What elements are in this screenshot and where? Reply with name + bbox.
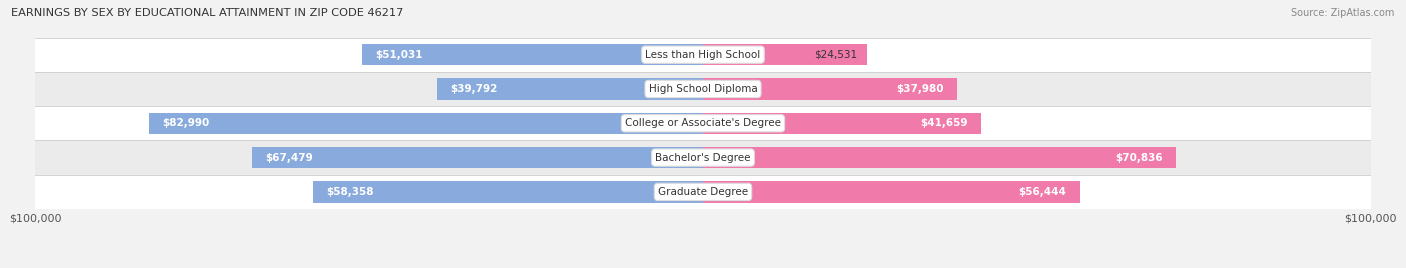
Bar (35, 175, 1371, 209)
Bar (35, 72, 1371, 106)
Bar (703, 181, 1080, 203)
Bar (252, 147, 703, 168)
Bar (35, 140, 1371, 175)
Bar (35, 106, 1371, 140)
Text: $41,659: $41,659 (921, 118, 967, 128)
Bar (703, 44, 868, 65)
Text: Less than High School: Less than High School (645, 50, 761, 60)
Text: $82,990: $82,990 (162, 118, 209, 128)
Text: $24,531: $24,531 (814, 50, 856, 60)
Text: Bachelor's Degree: Bachelor's Degree (655, 152, 751, 163)
Bar (703, 147, 1175, 168)
Text: $56,444: $56,444 (1019, 187, 1067, 197)
Bar (35, 38, 1371, 72)
Text: $67,479: $67,479 (266, 152, 314, 163)
Text: College or Associate's Degree: College or Associate's Degree (626, 118, 780, 128)
Bar (149, 113, 703, 134)
Text: $37,980: $37,980 (896, 84, 943, 94)
Text: $51,031: $51,031 (375, 50, 423, 60)
Bar (703, 78, 956, 100)
Text: $70,836: $70,836 (1115, 152, 1163, 163)
Bar (314, 181, 703, 203)
Text: $39,792: $39,792 (450, 84, 498, 94)
Bar (437, 78, 703, 100)
Bar (703, 113, 981, 134)
Bar (363, 44, 703, 65)
Text: High School Diploma: High School Diploma (648, 84, 758, 94)
Text: Source: ZipAtlas.com: Source: ZipAtlas.com (1291, 8, 1395, 18)
Text: $58,358: $58,358 (326, 187, 374, 197)
Text: Graduate Degree: Graduate Degree (658, 187, 748, 197)
Text: EARNINGS BY SEX BY EDUCATIONAL ATTAINMENT IN ZIP CODE 46217: EARNINGS BY SEX BY EDUCATIONAL ATTAINMEN… (11, 8, 404, 18)
